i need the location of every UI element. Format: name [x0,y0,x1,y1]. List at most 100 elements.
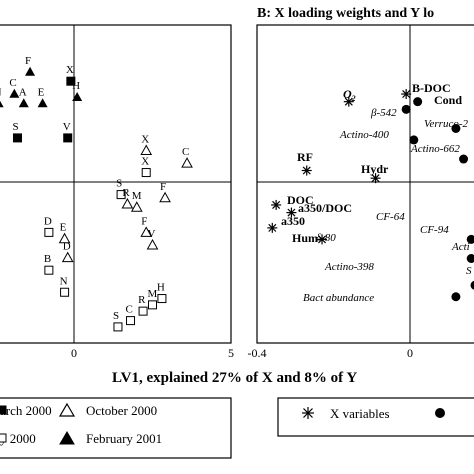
label-a350: a350 [281,214,305,228]
panel-a-point-s3-4 [18,98,29,108]
panel-a-point-s3-0 [25,66,36,76]
legend-a-frame [0,397,232,459]
panel-a-point-s2-1 [181,157,193,168]
panel-a-point-label-s1-3: B [44,253,51,265]
panel-b-point-s1-11 [451,292,461,302]
legend-a-marker-1 [58,402,76,417]
panel-a-point-label-s1-2: D [44,215,52,227]
label-a350doc: a350/DOC [298,201,352,215]
panel-b-point-s0-4 [271,199,282,210]
panel-a-point-s1-4 [60,287,70,297]
legend-b-marker-1 [435,408,445,418]
panel-a-point-s1-6 [126,316,136,326]
panel-a-point-s2-4 [130,201,143,212]
panel-a-point-s3-5 [72,91,83,101]
x-axis-label: LV1, explained 27% of X and 8% of Y [112,370,357,386]
label-delta80: δ-80 [316,232,336,244]
panel-b-x-tick-label-1: 0 [407,346,413,360]
panel-a-points: SVMRXSDBNSCRMHXCFRMFVEDFCENAHX [0,55,193,332]
panel-a-point-label-s1-1: S [116,178,122,190]
panel-b-point-s1-8 [466,234,474,244]
panel-a-point-label-s0-0: S [12,121,18,133]
panel-a-x-tick-label-0: 0 [71,346,77,360]
panel-a-point-label-s1-9: H [157,282,165,294]
panel-a-point-label-s2-8: D [63,241,71,253]
panel-a-point-s2-3 [121,198,134,209]
panel-a-point-s1-5 [113,322,123,332]
panel-a-point-label-s1-4: N [60,275,68,287]
legend-a-marker-0 [0,405,7,415]
panel-a: 05 SVMRXSDBNSCRMHXCFRMFVEDFCENAHX [0,24,234,360]
label-cf64: CF-64 [376,211,405,223]
panel-a-point-s3-3 [0,100,4,108]
label-verruco: Verruco-2 [424,118,468,130]
panel-b-ticks: -0.4 0 [248,338,413,360]
label-cond: Cond [434,93,462,107]
panel-b-point-s1-0 [413,97,423,107]
label-s: S [466,265,472,277]
panel-a-point-s2-7 [58,232,71,244]
panel-a-point-label-s1-0: X [141,156,149,168]
panel-a-point-s2-2 [159,191,171,203]
legend-a-label-3: February 2001 [86,431,162,446]
panel-b-labels: O2 B-DOC Cond β-542 Verruco-2 Actino-400… [281,81,472,304]
panel-b-point-s1-1 [401,104,411,114]
panel-a-point-label-s2-4: M [132,190,142,202]
label-b-doc: B-DOC [412,81,451,95]
panel-a-point-s1-0 [141,168,151,178]
label-rf: RF [297,150,313,164]
panel-a-point-label-s4-0: X [66,64,74,76]
panel-a-point-label-s2-5: F [141,215,147,227]
panel-a-point-s1-3 [44,265,54,275]
label-actino662: Actino-662 [410,143,460,155]
panel-a-point-label-s2-6: V [148,228,156,240]
panel-a-point-s4-0 [66,76,76,86]
panel-b-title: B: X loading weights and Y lo [257,6,434,21]
panel-a-point-s0-0 [12,133,22,143]
legend-b-marker-0 [302,407,314,419]
panel-a-point-label-s3-1: C [9,77,16,89]
panel-a-point-label-s1-5: S [113,310,119,322]
panel-a-point-s2-6 [146,238,159,250]
legend-a-label-1: October 2000 [86,403,157,418]
panel-b-point-s1-10 [470,280,474,290]
label-bact-abundance: Bact abundance [303,292,374,304]
panel-b-point-s0-0 [343,96,354,107]
panel-a-point-label-s2-3: R [122,187,130,199]
panel-a-point-s0-1 [63,133,73,143]
panel-b-point-s1-3 [409,135,419,145]
panel-b: B: X loading weights and Y lo -0.4 0 O2 B… [248,6,474,360]
label-actino400: Actino-400 [339,129,389,141]
label-o2: O2 [343,87,356,103]
panel-b-point-s1-4 [459,154,469,164]
label-hum: Hum [292,231,318,245]
panel-b-point-s0-7 [317,234,328,245]
panel-a-point-s3-1 [9,88,20,98]
panel-a-point-s2-5 [140,226,153,237]
panel-a-point-s1-7 [138,306,148,316]
label-actino398: Actino-398 [324,261,374,273]
legend-a-marker-3 [59,431,75,445]
panel-a-point-label-s3-5: H [72,80,80,92]
panel-a-point-s1-8 [148,300,157,310]
label-acti: Acti [451,241,470,253]
panel-b-point-s0-3 [370,173,381,184]
panel-a-point-label-s2-7: E [60,222,67,234]
panel-a-point-label-s0-1: V [63,121,71,133]
panel-a-point-label-s3-4: A [19,86,27,98]
panel-a-point-s2-8 [61,251,74,263]
legend-b-label-0: X variables [330,406,390,421]
panel-b-point-s1-2 [451,123,461,133]
legend-b-frame [277,397,474,437]
panel-b-point-s0-6 [267,222,278,233]
panel-a-point-label-s2-2: F [160,181,166,193]
panel-a-frame [0,24,232,344]
panel-a-point-label-s3-2: E [38,86,45,98]
panel-b-point-s0-1 [401,89,412,100]
legend-a-label-0: arch 2000 [0,403,52,418]
panel-a-point-label-s3-0: F [25,55,31,67]
legend-a: arch 2000 October 2000 y 2000 February 2… [0,397,232,459]
panel-b-frame [256,24,474,344]
